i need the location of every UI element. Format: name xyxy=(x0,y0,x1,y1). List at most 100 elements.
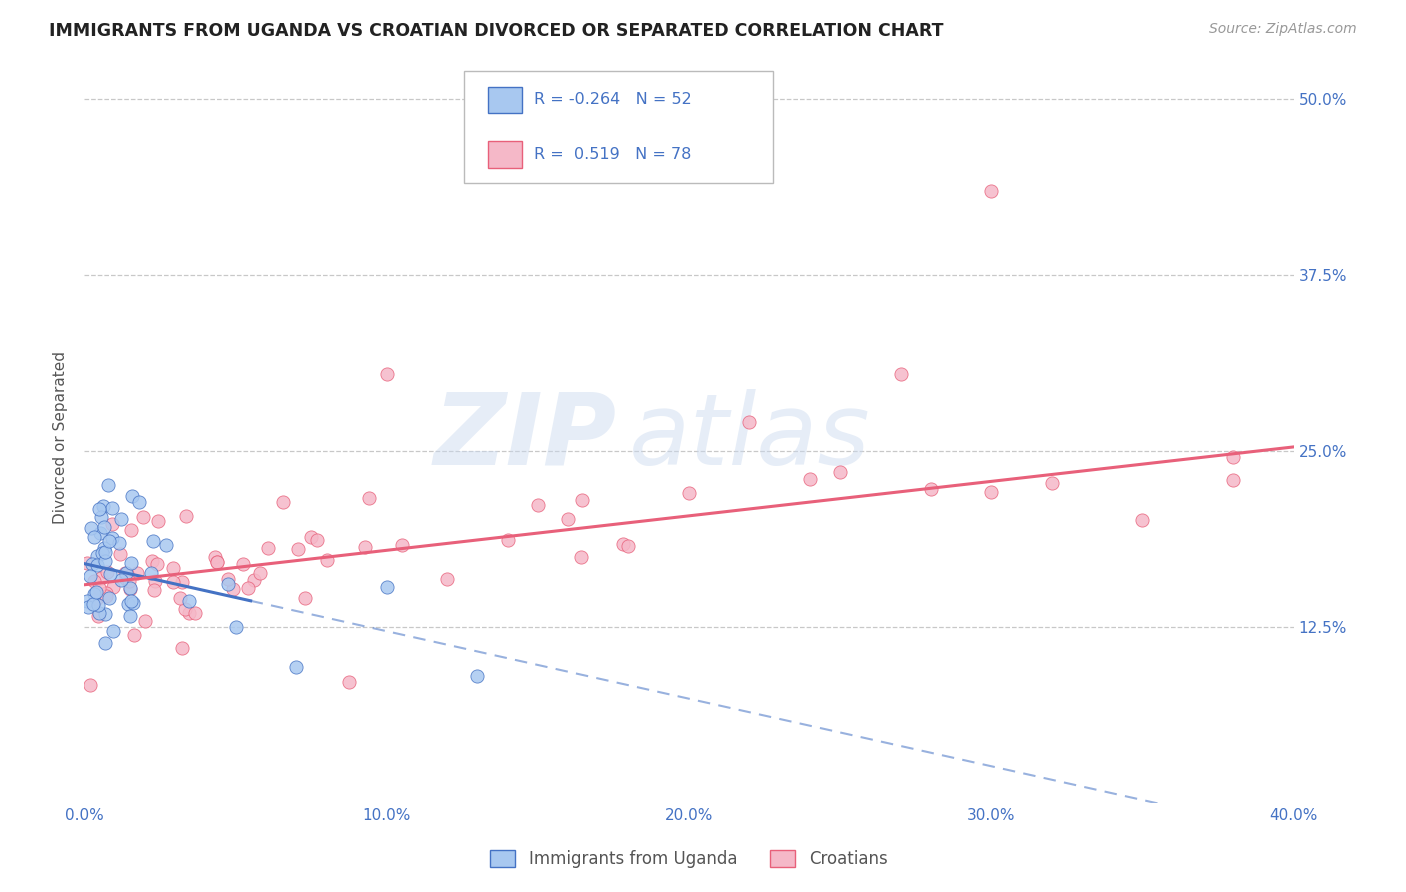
Point xyxy=(143,583,166,598)
Point xyxy=(217,576,239,591)
Point xyxy=(101,516,124,531)
Point xyxy=(169,591,191,605)
Point xyxy=(170,640,193,655)
Point xyxy=(94,607,117,621)
Point xyxy=(612,537,634,551)
Point xyxy=(98,591,121,606)
Point xyxy=(134,614,156,628)
Point xyxy=(96,565,118,579)
Point xyxy=(93,636,115,650)
Point xyxy=(121,489,143,503)
Point xyxy=(1222,450,1244,465)
Point xyxy=(148,515,170,529)
Point xyxy=(571,493,593,508)
Point xyxy=(76,599,98,614)
Point xyxy=(920,482,942,496)
Point xyxy=(890,367,912,381)
Point xyxy=(80,558,103,572)
Point xyxy=(89,501,111,516)
Point xyxy=(496,533,519,548)
Point xyxy=(91,500,114,514)
Point xyxy=(204,549,226,564)
Point xyxy=(115,567,138,582)
Point xyxy=(467,668,489,682)
Point xyxy=(285,660,308,674)
Point xyxy=(86,549,108,564)
Point xyxy=(294,591,316,606)
Point xyxy=(101,532,124,546)
Point xyxy=(980,485,1002,500)
Point xyxy=(118,609,141,624)
Point xyxy=(391,538,413,552)
Point xyxy=(617,539,640,553)
Point xyxy=(354,541,377,555)
Point xyxy=(93,520,115,534)
Point xyxy=(375,580,398,594)
Point xyxy=(337,674,360,689)
Point xyxy=(162,561,184,575)
Point xyxy=(143,574,166,589)
Point xyxy=(124,628,146,642)
Point xyxy=(738,415,761,429)
Point xyxy=(225,620,247,634)
Point xyxy=(97,533,120,548)
Point xyxy=(173,601,195,615)
Point xyxy=(76,556,98,570)
Point xyxy=(257,541,280,556)
Text: atlas: atlas xyxy=(628,389,870,485)
Point xyxy=(222,582,245,597)
Point xyxy=(141,554,163,568)
Point xyxy=(120,523,142,537)
Point xyxy=(94,586,117,600)
Point xyxy=(436,573,458,587)
Point xyxy=(86,585,108,599)
Point xyxy=(980,184,1002,198)
Point xyxy=(117,574,139,588)
Point xyxy=(115,572,138,586)
Point xyxy=(375,367,398,381)
Point xyxy=(557,511,579,525)
Point xyxy=(83,574,105,588)
Point xyxy=(569,550,592,565)
Point xyxy=(107,536,129,550)
Point xyxy=(678,486,700,500)
Point xyxy=(184,607,207,621)
Point xyxy=(87,581,110,595)
Y-axis label: Divorced or Separated: Divorced or Separated xyxy=(53,351,69,524)
Point xyxy=(1130,513,1153,527)
Point xyxy=(110,512,132,526)
Point xyxy=(82,597,104,611)
Point xyxy=(98,566,121,581)
Point xyxy=(79,678,101,692)
Point xyxy=(527,499,550,513)
Point xyxy=(205,555,228,569)
Point xyxy=(83,587,105,601)
Point xyxy=(139,566,162,580)
Point xyxy=(84,591,107,606)
Point xyxy=(110,573,132,587)
Legend: Immigrants from Uganda, Croatians: Immigrants from Uganda, Croatians xyxy=(484,844,894,875)
Point xyxy=(217,572,239,586)
Point xyxy=(799,472,821,486)
Point xyxy=(122,596,145,610)
Point xyxy=(177,594,200,608)
Point xyxy=(86,558,108,572)
Point xyxy=(87,607,110,621)
Point xyxy=(236,581,259,595)
Point xyxy=(170,574,193,589)
Point xyxy=(830,465,852,479)
Point xyxy=(87,599,110,613)
Text: Source: ZipAtlas.com: Source: ZipAtlas.com xyxy=(1209,22,1357,37)
Point xyxy=(110,548,132,562)
Point xyxy=(242,573,264,587)
Point xyxy=(162,575,184,590)
Point xyxy=(132,510,155,524)
Point xyxy=(93,541,115,555)
Point xyxy=(103,624,125,638)
Point xyxy=(115,566,138,581)
Point xyxy=(205,555,228,569)
Point xyxy=(89,525,111,540)
Point xyxy=(96,589,118,603)
Point xyxy=(94,554,117,568)
Point xyxy=(287,542,309,557)
